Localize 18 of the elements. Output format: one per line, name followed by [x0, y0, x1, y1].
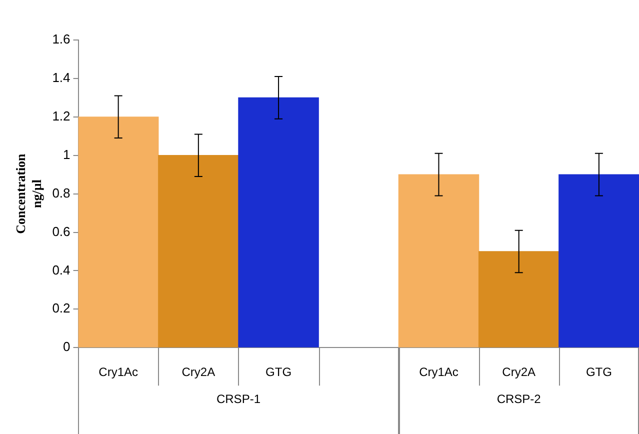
- y-tick-label: 1.6: [52, 32, 70, 47]
- y-tick-label: 0.6: [52, 224, 70, 239]
- y-tick-label: 1: [63, 146, 70, 162]
- x-tick-label: Cry2A: [182, 365, 216, 380]
- y-tick-label: 0: [63, 339, 70, 354]
- x-tick-label: GTG: [266, 365, 292, 380]
- y-tick-label: 0.8: [52, 185, 70, 200]
- y-axis-title: Concentration ng/µl: [13, 152, 44, 234]
- y-tick-label: 1.2: [52, 108, 70, 124]
- x-tick-label: Cry2A: [502, 365, 536, 380]
- y-tick-label: 0.2: [52, 300, 70, 316]
- y-tick-label: 0.4: [52, 262, 70, 278]
- text: CRSP-1: [216, 392, 261, 406]
- x-tick-label: GTG: [586, 365, 612, 380]
- x-tick-label: Cry1Ac: [419, 365, 458, 380]
- text: CRSP-2: [496, 392, 542, 406]
- y-tick-label: 1.4: [52, 70, 70, 86]
- x-tick-label: Cry1Ac: [98, 365, 138, 380]
